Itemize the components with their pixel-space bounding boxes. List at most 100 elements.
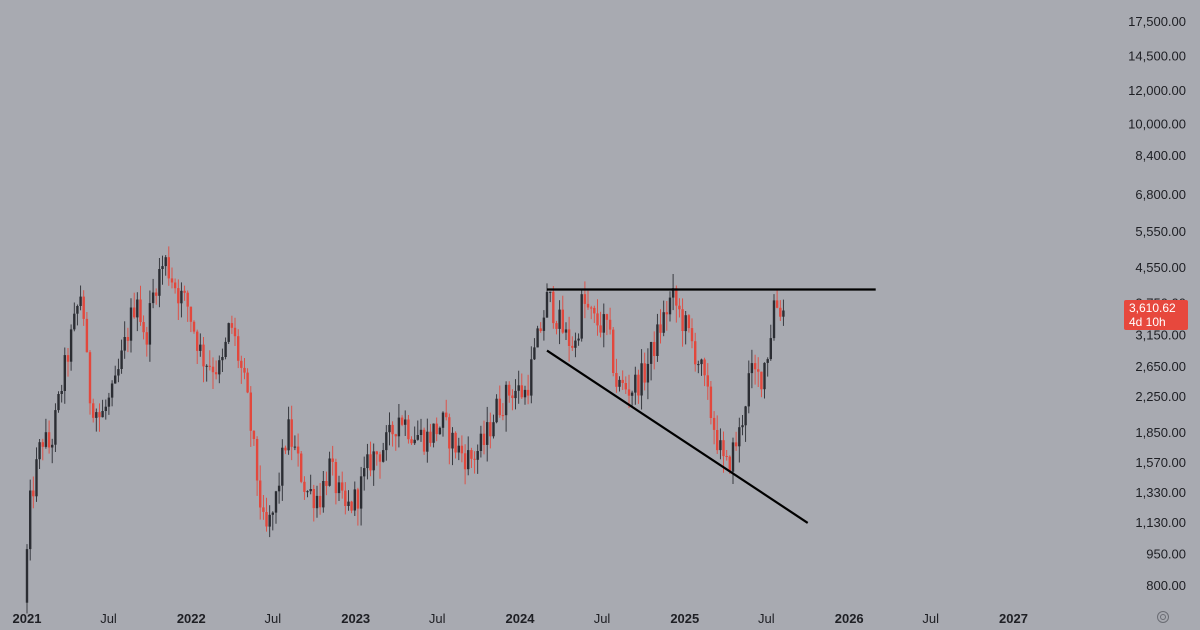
candle-down — [243, 367, 246, 373]
candle-down — [189, 306, 193, 322]
candle-down — [621, 379, 624, 383]
x-tick-label: 2022 — [177, 611, 206, 626]
candle-down — [296, 446, 300, 454]
candle-down — [716, 430, 719, 451]
candle-down — [734, 442, 738, 447]
candle-down — [262, 507, 265, 512]
candle-up — [315, 495, 319, 509]
candle-down — [214, 372, 218, 375]
candle-down — [284, 447, 287, 451]
candle-up — [419, 429, 423, 435]
x-tick-label: Jul — [429, 611, 446, 626]
candle-down — [470, 450, 473, 459]
candle-up — [741, 425, 744, 428]
candle-down — [712, 417, 716, 430]
candle-down — [300, 453, 303, 482]
candle-down — [167, 257, 170, 279]
candle-up — [107, 397, 111, 407]
candle-down — [192, 321, 196, 332]
candle-up — [35, 459, 38, 497]
candle-down — [422, 429, 426, 452]
y-tick-label: 800.00 — [1146, 578, 1186, 593]
candle-down — [659, 324, 662, 333]
candle-down — [334, 462, 338, 494]
x-tick-label: Jul — [100, 611, 117, 626]
candle-down — [369, 454, 372, 471]
candle-up — [426, 431, 429, 452]
candle-down — [501, 415, 505, 417]
candle-up — [277, 485, 281, 492]
candle-down — [400, 417, 404, 425]
candle-up — [224, 341, 227, 357]
candle-up — [747, 373, 750, 407]
y-tick-label: 950.00 — [1146, 547, 1186, 562]
candle-up — [322, 481, 325, 508]
candle-up — [766, 359, 769, 363]
candle-up — [110, 383, 114, 398]
candle-up — [668, 297, 672, 315]
candle-down — [624, 383, 627, 390]
candle-up — [287, 419, 290, 451]
candle-up — [69, 329, 73, 362]
candle-down — [489, 422, 492, 437]
candle-up — [274, 491, 278, 513]
candle-down — [173, 282, 177, 289]
candle-up — [523, 389, 527, 398]
candle-down — [85, 318, 89, 353]
candle-up — [148, 303, 152, 345]
x-tick-label: 2025 — [670, 611, 699, 626]
candle-down — [775, 300, 779, 308]
candle-down — [473, 458, 476, 460]
candle-up — [151, 292, 155, 304]
candle-down — [448, 417, 451, 449]
y-tick-label: 17,500.00 — [1128, 14, 1186, 29]
candle-down — [508, 384, 511, 396]
candle-up — [416, 435, 419, 440]
candle-up — [577, 338, 580, 341]
candle-up — [221, 357, 224, 361]
candle-down — [725, 456, 728, 457]
candle-up — [782, 310, 785, 317]
countdown-label: 4d 10h — [1129, 315, 1166, 329]
candle-up — [492, 422, 495, 437]
candle-up — [79, 296, 82, 306]
candle-down — [687, 315, 691, 329]
candle-up — [549, 291, 552, 293]
candle-down — [665, 312, 668, 315]
candle-up — [227, 323, 230, 342]
candle-down — [637, 374, 640, 396]
candle-down — [605, 314, 609, 320]
x-tick-label: Jul — [594, 611, 611, 626]
candle-up — [129, 307, 133, 341]
candle-down — [407, 419, 410, 440]
x-tick-label: 2026 — [835, 611, 864, 626]
candle-up — [602, 314, 605, 333]
candle-down — [331, 458, 334, 462]
trendlines-layer — [546, 288, 876, 524]
candle-down — [728, 456, 731, 472]
candle-up — [700, 359, 703, 365]
candle-down — [265, 512, 268, 527]
candle-up — [719, 440, 722, 451]
chart-settings-icon[interactable] — [1157, 611, 1169, 623]
x-tick-label: Jul — [758, 611, 775, 626]
x-tick-label: Jul — [922, 611, 939, 626]
candle-down — [571, 345, 574, 348]
support-trendline[interactable] — [546, 349, 809, 524]
candle-up — [337, 482, 341, 494]
y-tick-label: 1,570.00 — [1135, 455, 1186, 470]
x-axis: 2021 Jul 2022 Jul 2023 Jul 2024 Jul 2025 Jul 2026 J… — [13, 611, 1028, 626]
candle-up — [432, 423, 435, 443]
candle-up — [438, 427, 442, 435]
candle-down — [643, 363, 646, 383]
candle-up — [161, 266, 164, 269]
candle-up — [649, 342, 653, 364]
candle-up — [158, 269, 161, 296]
candle-up — [744, 406, 747, 426]
candle-up — [29, 490, 32, 550]
candle-down — [303, 481, 306, 492]
candle-down — [155, 292, 158, 296]
candle-down — [82, 296, 85, 319]
candle-up — [671, 288, 675, 298]
